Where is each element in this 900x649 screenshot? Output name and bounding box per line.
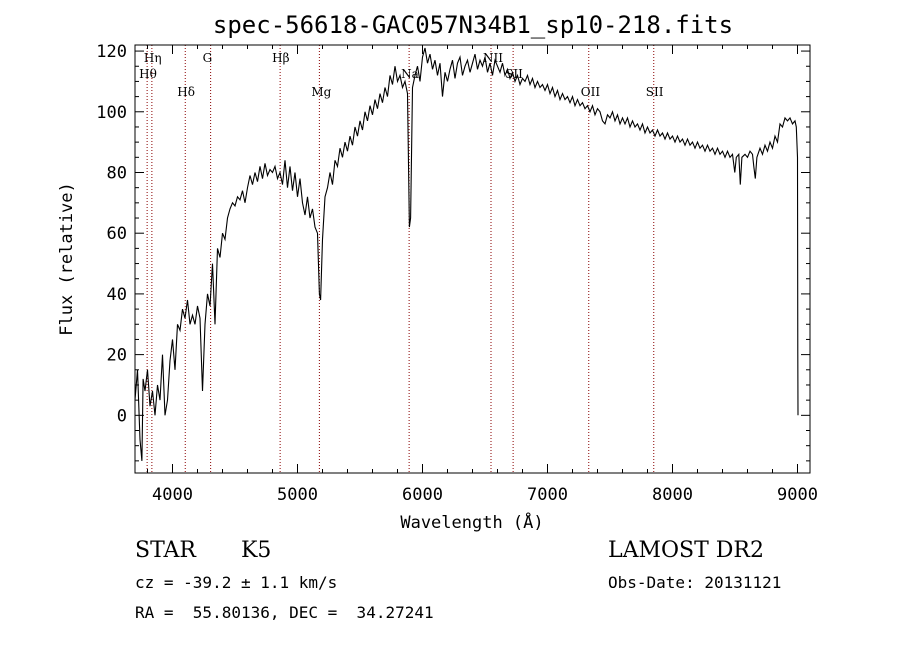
y-tick-label: 0 — [117, 406, 127, 426]
chart-title: spec-56618-GAC057N34B1_sp10-218.fits — [213, 11, 733, 39]
x-tick-label: 9000 — [777, 485, 818, 505]
redshift-line: cz = -39.2 ± 1.1 km/s — [135, 573, 338, 592]
survey-name: LAMOST DR2 — [608, 538, 764, 563]
y-tick-label: 40 — [107, 285, 127, 305]
spectral-line-label: G — [203, 51, 213, 65]
spectral-line-label: Mg — [311, 85, 331, 99]
y-tick-label: 60 — [107, 224, 127, 244]
y-tick-label: 100 — [96, 103, 127, 123]
coordinates-line: RA = 55.80136, DEC = 34.27241 — [135, 603, 434, 622]
object-class: STAR — [135, 538, 196, 563]
plot-frame — [134, 44, 811, 474]
spectral-line-label: Na — [401, 67, 419, 81]
y-axis-ticks: 0 20 40 60 80 100 120 — [96, 42, 810, 462]
x-tick-label: 8000 — [652, 485, 693, 505]
spectrum-line — [134, 47, 799, 461]
spectral-line-label: Hβ — [272, 51, 289, 65]
x-axis-ticks: 4000 5000 6000 7000 8000 9000 — [147, 45, 818, 505]
x-tick-label: 7000 — [527, 485, 568, 505]
x-tick-label: 6000 — [402, 485, 443, 505]
y-tick-label: 120 — [96, 42, 127, 62]
y-tick-label: 80 — [107, 163, 127, 183]
x-tick-label: 5000 — [277, 485, 318, 505]
y-axis-label: Flux (relative) — [57, 182, 77, 336]
spectral-line-label: NII — [483, 51, 503, 65]
spectral-line-label: Hη — [144, 51, 162, 65]
spectral-line-label: OII — [581, 85, 601, 99]
object-subclass: K5 — [241, 538, 272, 563]
spectral-line-label: SII — [646, 85, 664, 99]
spectrum-series — [134, 47, 799, 461]
spectral-line-label: Hδ — [177, 85, 195, 99]
spectral-line-label: Hθ — [139, 67, 157, 81]
y-tick-label: 20 — [107, 346, 127, 366]
obs-date-line: Obs-Date: 20131121 — [608, 573, 782, 592]
x-tick-label: 4000 — [152, 485, 193, 505]
x-axis-label: Wavelength (Å) — [400, 511, 543, 533]
